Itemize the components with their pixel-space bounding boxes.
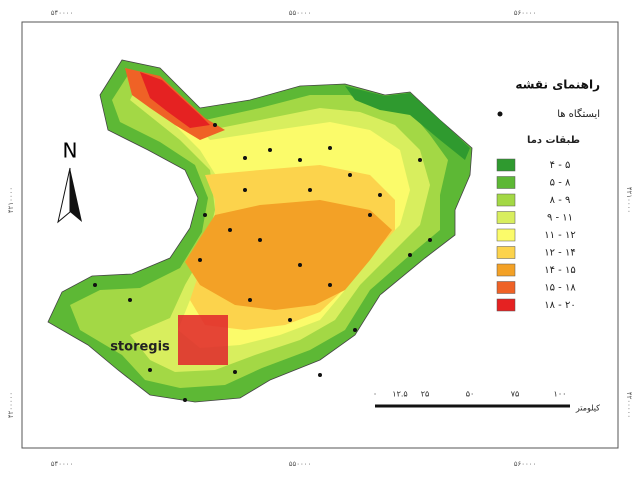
x-coord-top: ۵۵۰۰۰۰ (289, 9, 312, 17)
stations (93, 123, 432, 402)
stations-label: ایستگاه ها (557, 108, 600, 120)
y-coord-left: ۴۲۰۰۰۰۰ (7, 392, 15, 418)
y-coord-right: ۴۲۱۰۰۰۰ (625, 187, 633, 213)
x-coord-top: ۵۶۰۰۰۰ (514, 9, 537, 17)
legend-swatch (496, 176, 516, 189)
legend-label: ۸ - ۹ (550, 195, 571, 206)
y-coord-right: ۴۲۰۰۰۰۰ (625, 392, 633, 418)
legend-swatch (496, 228, 516, 242)
legend-swatch (496, 298, 516, 312)
legend-label: ۱۱ - ۱۲ (544, 230, 575, 241)
legend-swatch (496, 281, 516, 294)
legend-title: راهنمای نقشه (515, 78, 600, 92)
station-symbol (497, 111, 503, 117)
scale-label: ۲۵ (421, 390, 430, 399)
legend-label: ۱۴ - ۱۵ (544, 265, 575, 276)
legend-label: ۱۲ - ۱۴ (544, 248, 575, 259)
scale-unit: کیلومتر (575, 404, 600, 413)
map-area (47, 59, 473, 403)
scale-label: ۱۲.۵ (392, 390, 407, 399)
legend-swatch (496, 246, 516, 259)
legend-swatch (496, 158, 516, 172)
x-coord-bottom: ۵۶۰۰۰۰ (514, 460, 537, 468)
scale-label: ۵۰ (466, 390, 475, 399)
x-coord-bottom: ۵۵۰۰۰۰ (289, 460, 312, 468)
legend-swatch (496, 211, 516, 224)
region-14-15 (185, 200, 392, 310)
scale-label: ۰ (373, 390, 377, 399)
x-coord-top: ۵۴۰۰۰۰ (51, 9, 74, 17)
legend-label: ۵ - ۸ (550, 178, 571, 189)
north-label: N (63, 139, 78, 163)
legend-label: ۹ - ۱۱ (547, 213, 573, 224)
legend-label: ۱۵ - ۱۸ (544, 283, 576, 294)
legend-swatch (496, 193, 516, 207)
scale-label: ۷۵ (511, 390, 520, 399)
region-4-5 (345, 86, 470, 160)
legend-swatch (496, 263, 516, 277)
legend-label: ۴ - ۵ (550, 160, 571, 171)
north-arrow: N (57, 139, 82, 224)
x-coord-bottom: ۵۴۰۰۰۰ (51, 460, 74, 468)
legend-label: ۱۸ - ۲۰ (544, 300, 575, 311)
region-18-20 (140, 72, 210, 128)
scale-label: ۱۰۰ (554, 390, 567, 399)
y-coord-left: ۴۲۱۰۰۰۰ (7, 187, 15, 213)
watermark-logo (178, 315, 228, 365)
classes-title: طبقات دما (527, 135, 580, 146)
watermark: storegis (110, 340, 170, 355)
